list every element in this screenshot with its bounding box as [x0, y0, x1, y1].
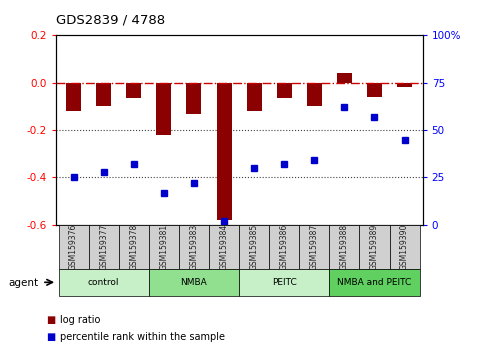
Text: control: control [88, 278, 119, 287]
Text: NMBA and PEITC: NMBA and PEITC [337, 278, 412, 287]
Bar [126, 83, 142, 98]
Bar [58, 225, 89, 269]
Text: GSM159390: GSM159390 [400, 224, 409, 270]
Text: GSM159388: GSM159388 [340, 224, 349, 270]
Text: PEITC: PEITC [272, 278, 297, 287]
Bar [239, 225, 269, 269]
Text: agent: agent [9, 278, 39, 288]
Text: GSM159376: GSM159376 [69, 224, 78, 270]
Bar [329, 269, 420, 296]
Bar [239, 269, 329, 296]
Bar [89, 225, 119, 269]
Text: GSM159383: GSM159383 [189, 224, 199, 270]
Text: GSM159381: GSM159381 [159, 224, 169, 270]
Bar [156, 83, 171, 135]
Text: GSM159386: GSM159386 [280, 224, 289, 270]
Bar [66, 83, 81, 111]
Text: GSM159389: GSM159389 [370, 224, 379, 270]
Bar [149, 269, 239, 296]
Bar [299, 225, 329, 269]
Bar [247, 83, 262, 111]
Bar [216, 83, 231, 220]
Text: log ratio: log ratio [60, 315, 101, 325]
Bar [96, 83, 111, 107]
Text: GSM159377: GSM159377 [99, 224, 108, 270]
Bar [389, 225, 420, 269]
Bar [359, 225, 389, 269]
Bar [337, 73, 352, 83]
Bar [186, 83, 201, 114]
Text: ■: ■ [46, 332, 55, 342]
Bar [307, 83, 322, 107]
Bar [397, 83, 412, 87]
Bar [58, 269, 149, 296]
Bar [277, 83, 292, 98]
Text: GDS2839 / 4788: GDS2839 / 4788 [56, 13, 165, 27]
Text: percentile rank within the sample: percentile rank within the sample [60, 332, 226, 342]
Bar [149, 225, 179, 269]
Bar [119, 225, 149, 269]
Text: GSM159378: GSM159378 [129, 224, 138, 270]
Text: GSM159385: GSM159385 [250, 224, 258, 270]
Bar [329, 225, 359, 269]
Text: NMBA: NMBA [181, 278, 207, 287]
Text: ■: ■ [46, 315, 55, 325]
Text: GSM159387: GSM159387 [310, 224, 319, 270]
Bar [179, 225, 209, 269]
Text: GSM159384: GSM159384 [220, 224, 228, 270]
Bar [269, 225, 299, 269]
Bar [209, 225, 239, 269]
Bar [367, 83, 382, 97]
